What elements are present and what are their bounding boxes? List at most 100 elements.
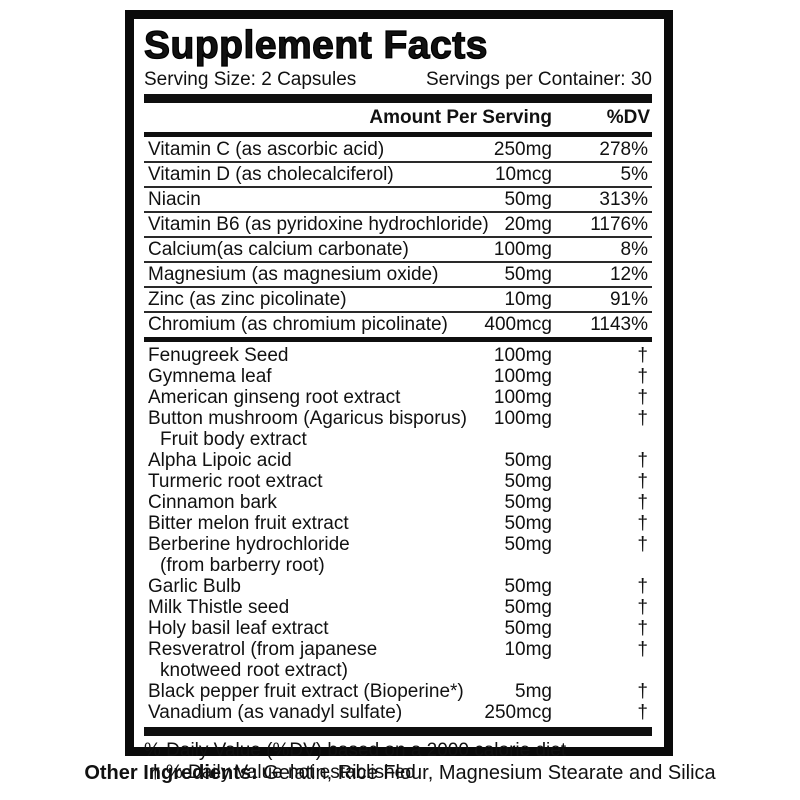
divider-thick-top <box>144 94 652 103</box>
vitamin-row: Vitamin B6 (as pyridoxine hydrochloride)… <box>144 213 652 238</box>
supplement-facts-panel: Supplement Facts Serving Size: 2 Capsule… <box>125 10 673 783</box>
ingredient-name: Vitamin C (as ascorbic acid) <box>148 139 385 160</box>
ingredient-daily-value: † <box>637 450 648 471</box>
ingredient-daily-value: † <box>637 576 648 597</box>
ingredient-daily-value: † <box>637 702 648 723</box>
botanical-row: Bitter melon fruit extract 50mg † <box>144 513 652 534</box>
other-ingredients-label: Other Ingredients: <box>84 762 258 784</box>
divider-mid <box>144 337 652 342</box>
vitamin-row: Vitamin D (as cholecalciferol) 10mcg 5% <box>144 163 652 188</box>
vitamins-section: Vitamin C (as ascorbic acid) 250mg 278% Vit… <box>144 138 652 336</box>
vitamin-row: Calcium(as calcium carbonate) 100mg 8% <box>144 238 652 263</box>
ingredient-name: Niacin <box>148 189 201 210</box>
ingredient-amount: 250mg <box>493 139 552 160</box>
ingredient-name: Vanadium (as vanadyl sulfate) <box>148 702 403 723</box>
botanical-row: Garlic Bulb 50mg † <box>144 576 652 597</box>
ingredient-name: American ginseng root extract <box>148 387 401 408</box>
ingredient-name: Milk Thistle seed <box>148 597 290 618</box>
column-header-dv: %DV <box>606 107 650 128</box>
ingredient-name: Berberine hydrochloride <box>148 534 350 555</box>
vitamin-row: Zinc (as zinc picolinate) 10mg 91% <box>144 288 652 313</box>
ingredient-name: Vitamin B6 (as pyridoxine hydrochloride) <box>148 214 489 235</box>
ingredient-name: Calcium(as calcium carbonate) <box>148 239 409 260</box>
ingredient-name: Magnesium (as magnesium oxide) <box>148 264 439 285</box>
ingredient-name: Black pepper fruit extract (Bioperine*) <box>148 681 464 702</box>
servings-per-container: Servings per Container: 30 <box>425 69 652 90</box>
ingredient-amount: 20mg <box>504 214 552 235</box>
ingredient-amount: 10mcg <box>494 164 552 185</box>
column-header-row: Amount Per Serving %DV <box>144 105 652 131</box>
ingredient-amount: 50mg <box>504 450 552 471</box>
footnote-dagger: † % Daily Value not established <box>150 762 416 783</box>
vitamin-row: Niacin 50mg 313% <box>144 188 652 213</box>
ingredient-daily-value: † <box>637 681 648 702</box>
ingredient-daily-value: 313% <box>599 189 648 210</box>
ingredient-daily-value: † <box>637 597 648 618</box>
ingredient-amount: 10mg <box>504 289 552 310</box>
botanical-row: Black pepper fruit extract (Bioperine*) 5… <box>144 681 652 702</box>
botanical-row: Holy basil leaf extract 50mg † <box>144 618 652 639</box>
ingredient-daily-value: 278% <box>599 139 648 160</box>
ingredient-daily-value: 5% <box>620 164 648 185</box>
botanical-row: Cinnamon bark 50mg † <box>144 492 652 513</box>
ingredient-amount: 50mg <box>504 492 552 513</box>
ingredient-name: Resveratrol (from japanese <box>148 639 378 660</box>
botanical-row: Berberine hydrochloride 50mg † (from barber… <box>144 534 652 576</box>
ingredient-amount: 50mg <box>504 576 552 597</box>
ingredient-daily-value: † <box>637 618 648 639</box>
ingredient-amount: 100mg <box>493 366 552 387</box>
ingredient-daily-value: † <box>637 387 648 408</box>
ingredient-amount: 400mcg <box>484 314 552 335</box>
ingredient-amount: 50mg <box>504 534 552 555</box>
ingredient-name: Alpha Lipoic acid <box>148 450 292 471</box>
ingredient-daily-value: 12% <box>609 264 648 285</box>
ingredient-amount: 50mg <box>504 597 552 618</box>
panel-title: Supplement Facts <box>143 24 488 67</box>
ingredient-name: Holy basil leaf extract <box>148 618 329 639</box>
ingredient-name: Turmeric root extract <box>148 471 323 492</box>
botanical-row: Vanadium (as vanadyl sulfate) 250mcg † <box>144 702 652 723</box>
footnote-daily-value: % Daily Value (%DV) based on a 2000 calo… <box>144 740 567 761</box>
ingredient-amount: 100mg <box>493 345 552 366</box>
ingredient-daily-value: † <box>637 345 648 366</box>
ingredient-name: Gymnema leaf <box>148 366 272 387</box>
ingredient-daily-value: 91% <box>609 289 648 310</box>
ingredient-amount: 50mg <box>504 513 552 534</box>
ingredient-daily-value: † <box>637 408 648 429</box>
other-ingredients-line: Other Ingredients: Gelatin, Rice Flour, … <box>0 762 800 785</box>
ingredient-amount: 5mg <box>515 681 552 702</box>
botanical-row: American ginseng root extract 100mg † <box>144 387 652 408</box>
ingredient-amount: 50mg <box>504 189 552 210</box>
ingredient-daily-value: † <box>637 366 648 387</box>
ingredient-name: Chromium (as chromium picolinate) <box>148 314 448 335</box>
ingredient-name: Fenugreek Seed <box>148 345 289 366</box>
ingredient-name-continued: Fruit body extract <box>160 429 307 450</box>
ingredient-amount: 250mcg <box>484 702 552 723</box>
botanical-row: Fenugreek Seed 100mg † <box>144 345 652 366</box>
ingredient-name: Button mushroom (Agaricus bisporus) <box>148 408 467 429</box>
ingredient-daily-value: 1143% <box>590 314 648 335</box>
botanical-row: Milk Thistle seed 50mg † <box>144 597 652 618</box>
vitamin-row: Magnesium (as magnesium oxide) 50mg 12% <box>144 263 652 288</box>
botanical-row: Turmeric root extract 50mg † <box>144 471 652 492</box>
serving-size: Serving Size: 2 Capsules <box>144 69 357 90</box>
ingredient-name: Cinnamon bark <box>148 492 277 513</box>
ingredient-name-continued: (from barberry root) <box>160 555 325 576</box>
divider-thick-bottom <box>144 727 652 736</box>
ingredient-name: Vitamin D (as cholecalciferol) <box>148 164 394 185</box>
serving-info-row: Serving Size: 2 Capsules Servings per Co… <box>144 68 652 91</box>
ingredient-amount: 10mg <box>504 639 552 660</box>
ingredient-amount: 100mg <box>493 408 552 429</box>
botanicals-section: Fenugreek Seed 100mg † Gymnema leaf 100mg † Am… <box>144 343 652 723</box>
column-header-amount: Amount Per Serving <box>369 107 552 128</box>
ingredient-amount: 50mg <box>504 618 552 639</box>
ingredient-name: Garlic Bulb <box>148 576 241 597</box>
vitamin-row: Chromium (as chromium picolinate) 400mcg 1… <box>144 313 652 336</box>
other-ingredients-text: Gelatin, Rice Flour, Magnesium Stearate … <box>257 762 716 784</box>
ingredient-daily-value: † <box>637 534 648 555</box>
ingredient-amount: 50mg <box>504 264 552 285</box>
botanical-row: Gymnema leaf 100mg † <box>144 366 652 387</box>
ingredient-daily-value: † <box>637 513 648 534</box>
ingredient-name: Zinc (as zinc picolinate) <box>148 289 347 310</box>
